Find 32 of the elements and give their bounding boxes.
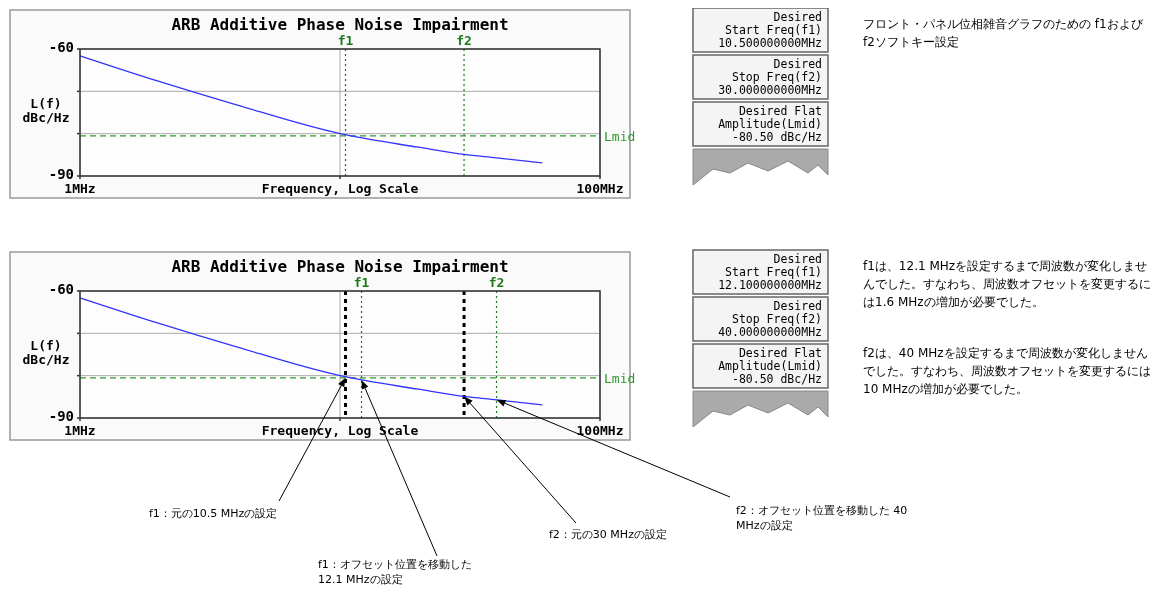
- ref-line-label: f2: [488, 275, 505, 290]
- y-tick-label: -90: [48, 166, 74, 182]
- text: f2は、40 MHzを設定するまで周波数が変化しませんでした。すなわち、周波数オフセットを変更するには10 MHzの増加が必要でした。: [863, 346, 1151, 396]
- text: Desired Start Freq(f1) 10.500000000MHz: [718, 10, 822, 50]
- y-axis-title: L(f) dBc/Hz: [22, 338, 70, 367]
- y-axis-title: L(f) dBc/Hz: [22, 96, 70, 125]
- y-tick-label: -60: [48, 281, 74, 297]
- ref-line-label: f2: [456, 33, 472, 48]
- annotation: f1：オフセット位置を移動した 12.1 MHzの設定: [318, 558, 472, 586]
- x-tick-label: 1MHz: [64, 181, 96, 196]
- text: Desired Start Freq(f1) 12.100000000MHz: [718, 252, 822, 292]
- chart-title: ARB Additive Phase Noise Impairment: [171, 15, 509, 34]
- text: Desired Stop Freq(f2) 40.000000000MHz: [718, 299, 822, 339]
- y-tick-label: -90: [48, 408, 74, 424]
- text: Desired Flat Amplitude(Lmid) -80.50 dBc/Hz: [718, 346, 822, 386]
- annotation: f2：オフセット位置を移動した 40 MHzの設定: [736, 504, 908, 532]
- ref-line-label: f1: [353, 275, 370, 290]
- ref-line-label: Lmid: [604, 128, 636, 144]
- text: フロント・パネル位相雑音グラフのための f1およびf2ソフトキー設定: [863, 17, 1144, 49]
- ref-line-label: f1: [337, 33, 354, 48]
- annotation: f2：元の30 MHzの設定: [549, 528, 667, 541]
- x-tick-label: 1MHz: [64, 423, 96, 438]
- text: Desired Stop Freq(f2) 30.000000000MHz: [718, 57, 822, 97]
- x-tick-label: 100MHz: [576, 423, 624, 438]
- chart-title: ARB Additive Phase Noise Impairment: [171, 257, 509, 276]
- ref-line-label: Lmid: [604, 370, 636, 386]
- y-tick-label: -60: [48, 39, 74, 55]
- annotation: f1：元の10.5 MHzの設定: [149, 507, 278, 520]
- text: f1は、12.1 MHzを設定するまで周波数が変化しませんでした。すなわち、周波数オフセットを変更するには1.6 MHzの増加が必要でした。: [863, 259, 1151, 309]
- x-axis-title: Frequency, Log Scale: [261, 181, 419, 196]
- text: Desired Flat Amplitude(Lmid) -80.50 dBc/Hz: [718, 104, 822, 144]
- x-tick-label: 100MHz: [576, 181, 624, 196]
